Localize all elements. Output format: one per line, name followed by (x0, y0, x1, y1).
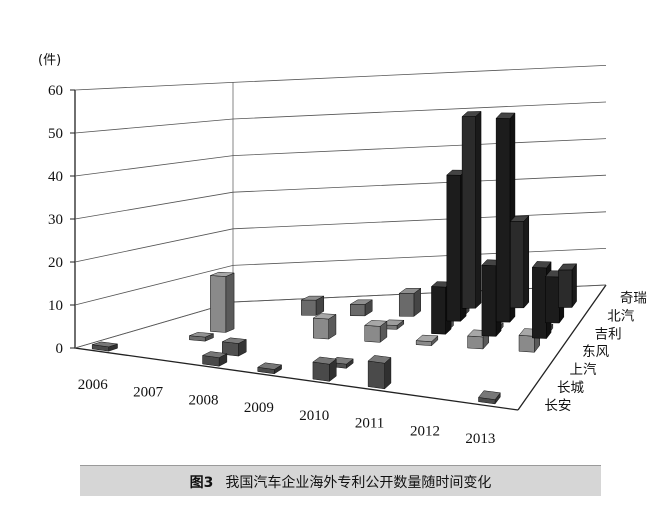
y-axis-unit: (件) (38, 53, 61, 68)
bar-长安-2008 (201, 351, 228, 367)
bar-top (398, 288, 422, 294)
bar-front (481, 264, 497, 337)
bar-上汽-2007 (189, 332, 214, 342)
y-tick-label: 60 (48, 83, 63, 99)
y-tick-label: 40 (48, 169, 63, 185)
y-axis-ticks: 0 10 20 30 40 50 60 (48, 83, 75, 357)
y-tick-label: 0 (56, 341, 64, 357)
gridline (74, 211, 607, 263)
bar-top (92, 341, 118, 348)
bar-front (367, 360, 385, 390)
bar-北汽-2009 (349, 299, 374, 317)
bar-top (478, 390, 501, 400)
bar-side (225, 272, 235, 333)
depth-axis (517, 284, 607, 411)
bar-front (495, 118, 511, 323)
bar-side (475, 110, 482, 309)
bar-top (509, 215, 530, 222)
bar-top (531, 261, 552, 269)
depth-label: 上汽 (570, 362, 598, 378)
bar-front (350, 304, 366, 317)
depth-label: 奇瑞 (620, 290, 647, 307)
bar-长城-2008 (221, 337, 248, 357)
bar-长安-2010 (312, 356, 337, 382)
bar-front (431, 286, 446, 335)
bar-top (557, 263, 578, 271)
bar-top (364, 320, 388, 327)
x-category-label: 2009 (244, 400, 274, 416)
bar-front (364, 325, 381, 343)
depth-label: 吉利 (595, 326, 622, 342)
bar-top (201, 351, 228, 358)
gridline (74, 174, 607, 220)
bar-top (189, 332, 214, 338)
bar-长安-2013 (478, 390, 501, 405)
gridline (74, 65, 607, 91)
bar-top (415, 334, 439, 342)
bar-top (301, 295, 324, 301)
bar-front (313, 317, 329, 340)
x-category-label: 2010 (299, 408, 329, 424)
bar-tall-2011-2 (461, 110, 482, 309)
depth-label: 东风 (582, 344, 610, 360)
bar-top (349, 299, 374, 305)
bar-top (210, 271, 235, 277)
bar-东风-2011 (415, 334, 439, 347)
bar-front (210, 275, 227, 333)
bar-front (510, 221, 525, 309)
bar-top (257, 362, 283, 370)
bar-front (532, 267, 547, 339)
bar-front (461, 116, 476, 309)
bar-front (446, 174, 461, 322)
x-category-label: 2006 (78, 377, 109, 393)
x-category-label: 2007 (133, 385, 164, 401)
bar-top (221, 337, 248, 344)
figure-caption-bar: 图3 我国汽车企业海外专利公开数量随时间变化 (80, 465, 601, 496)
bar-tall-2013-2 (557, 263, 578, 309)
x-category-label: 2013 (465, 431, 495, 447)
bar-front (312, 361, 330, 382)
gridline (74, 248, 607, 306)
bar-北汽-2008 (301, 295, 325, 316)
y-tick-label: 50 (48, 126, 63, 142)
bar-side (571, 263, 577, 309)
figure-caption: 图3 我国汽车企业海外专利公开数量随时间变化 (80, 472, 601, 492)
bar-side (523, 215, 530, 309)
bar-top (312, 313, 337, 320)
x-category-label: 2008 (188, 392, 218, 408)
bar-北汽-2010 (398, 287, 422, 317)
x-axis-categories: 2006 2007 2008 2009 2010 2011 2012 2013 (78, 377, 496, 447)
y-tick-label: 20 (48, 255, 63, 271)
bar-top (367, 355, 392, 364)
bar-长安-2011 (367, 355, 392, 390)
bar-front (558, 269, 573, 308)
bar-东风-2010 (364, 320, 388, 343)
bar-front (467, 335, 484, 350)
bar-长安-2009 (257, 362, 283, 375)
bar-东风-2009 (312, 313, 337, 340)
figure-number: 图3 (189, 475, 214, 491)
gridline (74, 101, 607, 134)
bar-front (545, 276, 560, 324)
gridline (74, 138, 607, 177)
x-category-label: 2012 (410, 423, 440, 439)
bars (91, 110, 578, 405)
bar-front (398, 293, 415, 317)
bar-top (312, 356, 337, 365)
bar-长安-2006 (91, 341, 118, 352)
depth-label: 长城 (557, 380, 585, 396)
y-tick-label: 30 (48, 212, 63, 228)
depth-label: 长安 (544, 398, 571, 414)
x-category-label: 2011 (355, 416, 384, 432)
bar-东风-2007 (210, 271, 235, 333)
bar-top (461, 111, 482, 117)
bar-front (301, 299, 317, 316)
bar-tall-2012-2 (509, 215, 530, 309)
y-tick-label: 10 (48, 298, 63, 314)
figure-title: 我国汽车企业海外专利公开数量随时间变化 (225, 475, 492, 491)
bar-top (495, 112, 516, 119)
depth-label: 北汽 (607, 308, 634, 324)
